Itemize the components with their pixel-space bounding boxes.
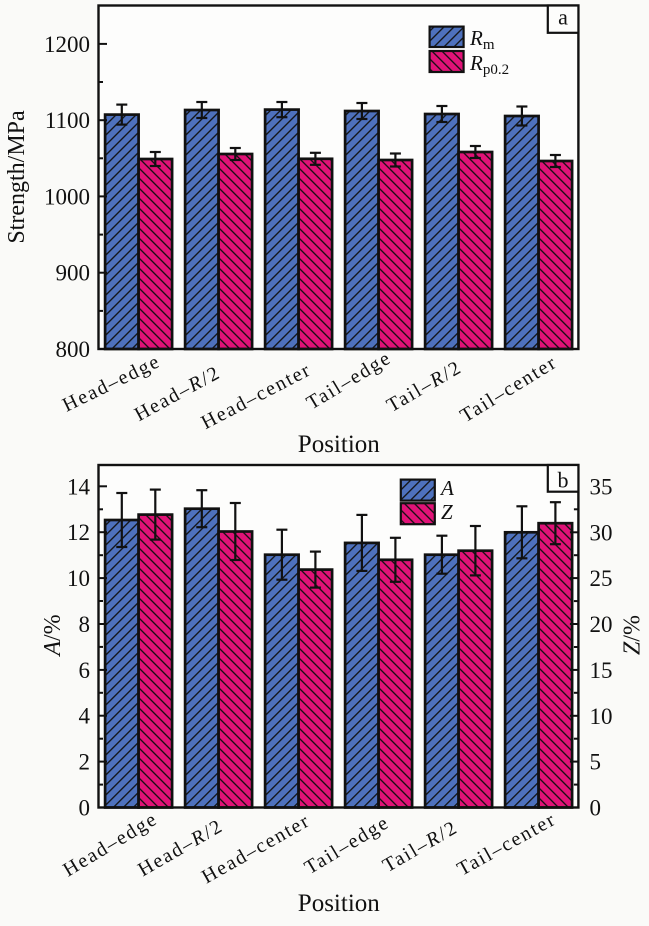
- svg-text:20: 20: [590, 612, 613, 637]
- svg-text:800: 800: [56, 337, 91, 362]
- svg-text:2: 2: [79, 750, 91, 775]
- svg-text:Tail–R/2: Tail–R/2: [379, 816, 462, 877]
- svg-text:Z: Z: [441, 500, 453, 524]
- svg-text:Position: Position: [298, 431, 380, 458]
- svg-text:Z/%: Z/%: [620, 615, 646, 655]
- svg-text:5: 5: [590, 750, 602, 775]
- svg-text:Tail–center: Tail–center: [454, 808, 560, 880]
- svg-text:12: 12: [67, 520, 90, 545]
- svg-text:10: 10: [67, 566, 90, 591]
- svg-text:Strength/MPa: Strength/MPa: [4, 110, 30, 244]
- svg-text:6: 6: [79, 658, 91, 683]
- svg-text:25: 25: [590, 566, 613, 591]
- svg-text:30: 30: [590, 520, 613, 545]
- svg-text:A/%: A/%: [40, 614, 66, 657]
- svg-text:8: 8: [79, 612, 91, 637]
- svg-text:a: a: [558, 5, 568, 30]
- svg-text:15: 15: [590, 658, 613, 683]
- svg-text:1200: 1200: [44, 32, 90, 57]
- svg-text:1000: 1000: [44, 184, 90, 209]
- svg-text:b: b: [558, 468, 569, 493]
- svg-text:900: 900: [56, 261, 91, 286]
- svg-text:Tail–R/2: Tail–R/2: [383, 356, 466, 417]
- svg-text:Tail–edge: Tail–edge: [303, 347, 396, 415]
- svg-text:1100: 1100: [45, 108, 90, 133]
- svg-text:14: 14: [67, 474, 91, 499]
- svg-text:Tail–edge: Tail–edge: [301, 811, 394, 879]
- svg-text:0: 0: [590, 796, 602, 821]
- svg-text:A: A: [439, 476, 454, 500]
- svg-text:35: 35: [590, 474, 613, 499]
- svg-text:0: 0: [79, 796, 91, 821]
- svg-text:4: 4: [79, 704, 91, 729]
- svg-text:Tail–center: Tail–center: [456, 351, 561, 427]
- svg-text:10: 10: [590, 704, 613, 729]
- svg-text:Position: Position: [298, 890, 380, 917]
